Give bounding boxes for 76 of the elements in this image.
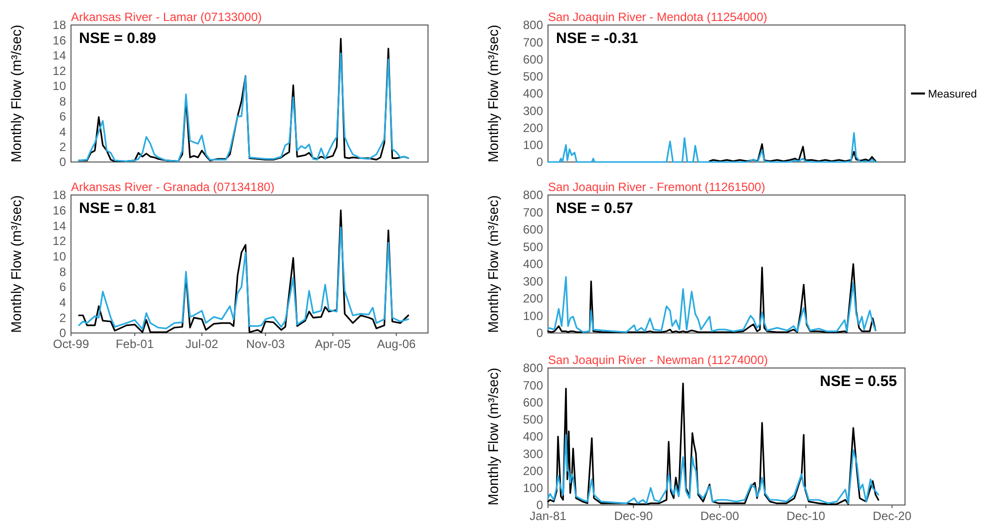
y-tick-label: 500: [522, 240, 544, 254]
annotation: NSE = 0.55: [820, 373, 897, 390]
y-tick-label: 600: [522, 52, 544, 66]
y-tick-label: 0: [59, 155, 66, 170]
y-tick-label: 14: [52, 218, 66, 233]
y-tick-label: 8: [59, 264, 66, 279]
y-tick-label: 8: [59, 94, 66, 108]
x-tick-label: Jul-02: [186, 337, 219, 351]
y-tick-label: 700: [522, 378, 544, 392]
line-series: [547, 263, 876, 333]
y-tick-label: 18: [52, 188, 66, 202]
y-tick-label: 12: [52, 64, 66, 78]
y-axis-title: Monthly Flow (m³/sec): [485, 368, 501, 506]
y-tick-label: 700: [522, 205, 544, 220]
chart-title: Arkansas River - Lamar (07133000): [71, 10, 262, 24]
x-tick-label: Dec-90: [614, 509, 654, 523]
line-series: [78, 226, 410, 330]
x-tick-label: Dec-10: [786, 509, 826, 523]
y-tick-label: 500: [522, 70, 544, 84]
x-tick-label: Feb-01: [116, 337, 154, 351]
y-tick-label: 200: [522, 120, 544, 135]
y-tick-label: 500: [522, 412, 544, 427]
y-tick-label: 4: [59, 124, 66, 139]
line-series: [547, 434, 880, 504]
y-tick-label: 14: [52, 48, 66, 63]
y-tick-label: 100: [522, 138, 544, 152]
x-tick-label: Nov-03: [246, 337, 286, 351]
y-tick-label: 100: [522, 481, 544, 496]
y-tick-label: 6: [59, 110, 66, 124]
chart-title: San Joaquin River - Newman (11274000): [548, 353, 768, 367]
line-series: [547, 276, 876, 333]
y-tick-label: 400: [522, 430, 544, 444]
annotation: NSE = -0.31: [556, 30, 638, 47]
y-tick-label: 2: [59, 140, 66, 154]
y-tick-label: 16: [52, 33, 66, 48]
y-tick-label: 400: [522, 257, 544, 272]
y-tick-label: 100: [522, 308, 544, 323]
y-tick-label: 4: [59, 296, 66, 310]
x-tick-label: Apr-05: [314, 337, 352, 351]
chart-title: Arkansas River - Granada (07134180): [71, 180, 274, 194]
y-tick-label: 800: [522, 361, 544, 376]
y-tick-label: 300: [522, 104, 544, 118]
chart-title: San Joaquin River - Fremont (11261500): [548, 180, 766, 194]
y-tick-label: 0: [536, 155, 544, 170]
y-tick-label: 700: [522, 35, 544, 50]
x-tick-label: Aug-06: [376, 337, 416, 351]
y-tick-label: 600: [522, 222, 544, 237]
x-tick-label: Dec-00: [700, 509, 740, 523]
y-tick-label: 300: [522, 446, 544, 461]
y-tick-label: 12: [52, 234, 66, 248]
y-tick-label: 0: [536, 326, 544, 340]
y-axis-title: Monthly Flow (m³/sec): [485, 195, 501, 333]
annotation: NSE = 0.89: [79, 30, 156, 47]
y-axis-title: Monthly Flow (m³/sec): [485, 24, 501, 162]
x-tick-label: Dec-20: [872, 509, 912, 523]
y-axis-title: Monthly Flow (m³/sec): [8, 24, 24, 162]
y-tick-label: 16: [52, 204, 66, 218]
chart-title: San Joaquin River - Mendota (11254000): [548, 10, 768, 24]
y-tick-label: 10: [52, 79, 66, 94]
y-tick-label: 200: [522, 464, 544, 478]
y-tick-label: 600: [522, 395, 544, 410]
y-tick-label: 6: [59, 280, 66, 294]
y-tick-label: 400: [522, 86, 544, 101]
y-axis-title: Monthly Flow (m³/sec): [8, 195, 24, 333]
legend-label: Measured: [928, 88, 977, 100]
line-series: [547, 132, 876, 163]
y-tick-label: 18: [52, 18, 66, 32]
annotation: NSE = 0.57: [556, 200, 634, 217]
y-tick-label: 10: [52, 250, 66, 264]
y-tick-label: 2: [59, 310, 66, 325]
y-tick-label: 800: [522, 18, 544, 32]
y-tick-label: 200: [522, 292, 544, 306]
line-series: [708, 143, 876, 162]
y-tick-label: 800: [522, 188, 544, 202]
annotation: NSE = 0.81: [79, 200, 156, 217]
y-tick-label: 300: [522, 274, 544, 288]
